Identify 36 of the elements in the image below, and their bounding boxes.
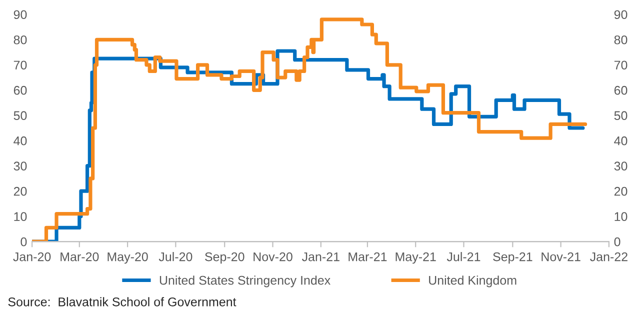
x-tick-label: Nov-21 <box>542 252 580 262</box>
legend-label: United Kingdom <box>429 276 516 288</box>
y-tick-label: 30 <box>14 162 27 171</box>
legend-label: United States Stringency Index <box>160 276 330 288</box>
y-tick-label: 10 <box>14 212 27 222</box>
y2-tick-label: 90 <box>614 10 628 20</box>
y2-tick-label: 20 <box>614 186 628 196</box>
y2-tick-label: 80 <box>614 35 628 44</box>
y-tick-label: 50 <box>14 111 27 120</box>
x-tick-label: Sep-20 <box>205 252 244 264</box>
x-tick-label: May-21 <box>396 252 436 264</box>
y-tick-label: 80 <box>14 35 27 44</box>
y2-tick-label: 40 <box>614 136 628 146</box>
y-tick-label: 20 <box>14 186 27 196</box>
x-tick-label: Nov-20 <box>254 252 292 262</box>
y-tick-label: 90 <box>14 10 27 20</box>
x-tick-label: Mar-21 <box>348 252 387 262</box>
x-tick-label: Mar-20 <box>60 252 99 262</box>
x-tick-label: Jan-21 <box>302 252 340 262</box>
source-note: Source: Blavatnik School of Government <box>8 297 236 306</box>
y2-tick-label: 50 <box>614 111 628 120</box>
y2-tick-label: 70 <box>614 60 628 70</box>
y-tick-label: 40 <box>14 136 27 146</box>
x-tick-label: Jan-22 <box>590 252 628 262</box>
y-tick-label: 70 <box>14 60 27 70</box>
x-tick-label: Jul-21 <box>446 252 480 262</box>
y-tick-label: 60 <box>14 86 27 95</box>
x-tick-label: Jul-20 <box>158 252 192 262</box>
y-tick-label: 0 <box>20 237 27 246</box>
x-tick-label: Sep-21 <box>493 252 532 264</box>
y2-tick-label: 0 <box>614 237 620 246</box>
y2-tick-label: 10 <box>614 212 628 222</box>
y2-tick-label: 30 <box>614 162 628 171</box>
x-tick-label: Jan-20 <box>13 252 51 262</box>
y2-tick-label: 60 <box>614 86 628 95</box>
x-tick-label: May-20 <box>108 252 148 264</box>
